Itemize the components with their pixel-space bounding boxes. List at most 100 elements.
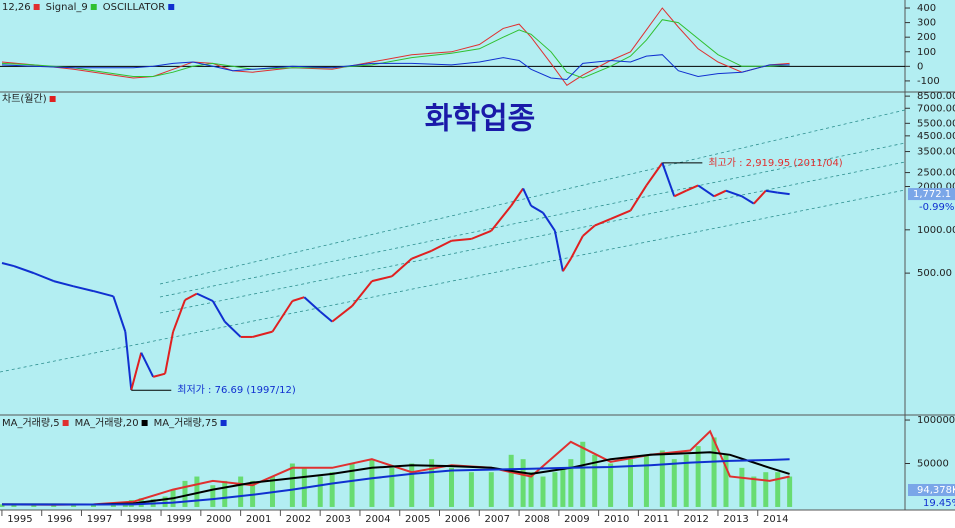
volume-bar — [222, 480, 228, 507]
price-segment — [522, 188, 532, 207]
price-segment — [53, 280, 74, 288]
volume-bar — [751, 476, 757, 507]
price-segment — [172, 299, 186, 333]
price-segment — [371, 275, 393, 283]
legend-label: OSCILLATOR — [103, 2, 166, 13]
price-segment — [319, 310, 333, 323]
legend-swatch — [220, 420, 227, 426]
price-segment — [292, 296, 305, 302]
x-tick-label: 1996 — [47, 514, 72, 525]
legend-swatch — [62, 420, 69, 426]
x-tick-label: 2005 — [405, 514, 430, 525]
price-segment — [610, 209, 631, 220]
price-segment — [1, 262, 15, 268]
x-tick-label: 2013 — [723, 514, 748, 525]
volume-bar — [628, 459, 634, 507]
price-segment — [351, 280, 373, 307]
legend-label: MA_거래량,75 — [154, 417, 218, 429]
panel-background — [0, 0, 955, 510]
y-tick-label: 50000 — [917, 458, 949, 469]
volume-bar — [31, 504, 37, 507]
volume-bar — [608, 463, 614, 507]
price-segment — [411, 249, 432, 260]
volume-bar — [643, 454, 649, 507]
oscillator-line — [1, 54, 790, 81]
y-tick-label: 2000.00 — [917, 182, 955, 193]
price-segment — [725, 189, 743, 198]
x-tick-label: 2001 — [246, 514, 271, 525]
legend-swatch — [90, 4, 97, 10]
volume-bar — [711, 437, 717, 507]
volume-bar — [520, 459, 526, 507]
volume-bar — [389, 467, 395, 507]
volume-bar — [659, 450, 665, 507]
price-segment — [13, 265, 35, 275]
x-tick-label: 2009 — [564, 514, 589, 525]
y-tick-label: 4500.00 — [917, 131, 955, 142]
price-segment — [661, 162, 676, 197]
y-tick-label: 200 — [917, 32, 936, 43]
price-segment — [224, 320, 242, 338]
price-segment — [697, 184, 715, 198]
price-segment — [673, 189, 687, 198]
volume-bar — [540, 476, 546, 507]
price-segment — [490, 205, 512, 232]
price-segment — [211, 300, 226, 323]
volume-bar — [787, 476, 793, 507]
x-tick-label: 2010 — [604, 514, 629, 525]
volume-bar — [429, 459, 435, 507]
y-tick-label: 2500.00 — [917, 168, 955, 179]
annotation-text: 최저가 : 76.69 (1997/12) — [177, 384, 296, 396]
x-tick-label: 2007 — [485, 514, 510, 525]
chart-title: 화학업종 — [425, 102, 535, 137]
channel-line — [0, 189, 906, 373]
annotation-text: 최고가 : 2,919.95 (2011/04) — [708, 157, 842, 169]
current-value: 1,772.1 — [913, 189, 951, 200]
x-axis-background — [0, 510, 955, 528]
y-tick-label: 100 — [917, 47, 936, 58]
change-value: -0.99% — [919, 202, 954, 213]
price-segment — [594, 218, 612, 227]
x-tick-label: 2004 — [365, 514, 390, 525]
volume-bar — [317, 476, 323, 507]
volume-bar — [238, 476, 244, 507]
moving-average-line — [1, 458, 790, 506]
current-value-box — [908, 188, 955, 201]
price-segment — [553, 230, 564, 272]
price-segment — [33, 272, 55, 283]
price-segment — [569, 235, 584, 260]
x-tick-label: 2006 — [445, 514, 470, 525]
volume-bar — [289, 463, 295, 507]
y-tick-label: 0 — [917, 61, 923, 72]
price-segment — [431, 239, 452, 252]
price-segment — [271, 300, 294, 333]
price-segment — [685, 184, 699, 192]
volume-bar — [162, 496, 168, 507]
price-segment — [331, 305, 353, 323]
volume-bar — [449, 467, 455, 507]
x-tick-label: 2000 — [206, 514, 231, 525]
current-value-box — [908, 484, 955, 496]
x-tick-label: 1999 — [166, 514, 191, 525]
legend-label: 12,26 — [2, 2, 31, 13]
y-tick-label: 400 — [917, 3, 936, 14]
price-segment — [765, 189, 778, 194]
current-value: 94,378K — [917, 485, 955, 496]
volume-bar — [0, 504, 5, 507]
x-tick-label: 2002 — [286, 514, 311, 525]
channel-line — [159, 109, 906, 285]
volume-bar — [723, 454, 729, 507]
y-tick-label: 7000.00 — [917, 103, 955, 114]
x-tick-label: 1997 — [87, 514, 112, 525]
legend-swatch — [49, 96, 56, 102]
moving-average-line — [2, 451, 790, 506]
channel-line — [159, 142, 906, 298]
volume-bar — [210, 485, 216, 507]
price-segment — [510, 187, 524, 207]
y-tick-label: 500.00 — [917, 268, 952, 279]
price-segment — [184, 292, 198, 301]
y-tick-label: 1000.00 — [917, 225, 955, 236]
volume-bar — [409, 463, 415, 507]
price-segment — [753, 190, 767, 205]
